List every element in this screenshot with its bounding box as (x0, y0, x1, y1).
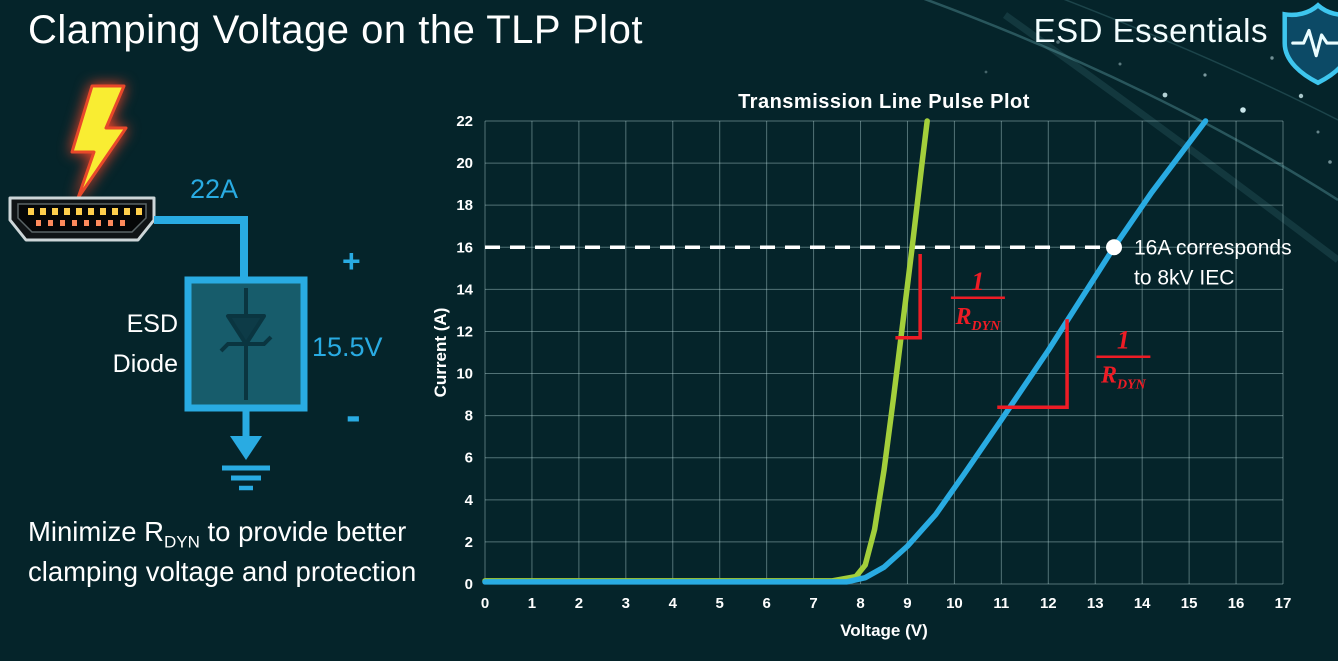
y-tick-label: 10 (456, 366, 473, 383)
surge-current-label: 22A (190, 174, 238, 204)
device-label-line1: ESD (127, 310, 178, 338)
chart-title: Transmission Line Pulse Plot (738, 91, 1030, 113)
takeaway-text-end: to provide better clamping voltage and p… (28, 516, 417, 587)
x-tick-label: 5 (716, 595, 724, 612)
rdyn-fraction-numerator: 1 (971, 267, 984, 296)
x-tick-label: 11 (993, 595, 1009, 612)
device-label-line2: Diode (113, 350, 178, 378)
y-tick-label: 2 (465, 534, 473, 551)
rdyn-subscript: DYN (163, 532, 200, 552)
x-tick-label: 17 (1275, 595, 1292, 612)
x-axis-title: Voltage (V) (840, 621, 928, 640)
x-tick-label: 7 (809, 595, 817, 612)
reference-label-line1: 16A corresponds (1134, 236, 1292, 259)
x-tick-label: 16 (1228, 595, 1245, 612)
x-tick-label: 13 (1087, 595, 1104, 612)
y-tick-label: 0 (465, 576, 473, 593)
esd-diode-circuit-diagram: 22A ESD Diode + 15.5V - (8, 84, 383, 491)
rdyn-slope-indicator (895, 253, 922, 340)
x-tick-label: 9 (903, 595, 911, 612)
y-axis-title: Current (A) (431, 308, 450, 398)
y-tick-label: 20 (456, 155, 473, 172)
reference-label-line2: to 8kV IEC (1134, 266, 1234, 289)
plus-terminal-label: + (342, 243, 361, 279)
tlp-chart-svg: 0 1 2 3 4 5 6 7 8 9 10 11 12 13 14 15 16 1702468101214161… (431, 91, 1292, 640)
x-tick-label: 2 (575, 595, 583, 612)
rdyn-fraction-denominator: RDYN (1100, 363, 1147, 393)
y-tick-label: 6 (465, 450, 473, 467)
esd-essentials-shield-logo (1282, 2, 1338, 86)
slide-title: Clamping Voltage on the TLP Plot (28, 8, 643, 52)
rdyn-slope-indicator (997, 319, 1069, 409)
x-tick-label: 6 (762, 595, 770, 612)
x-tick-label: 3 (622, 595, 630, 612)
x-tick-label: 4 (669, 595, 678, 612)
x-tick-label: 15 (1181, 595, 1198, 612)
brand-title: ESD Essentials (1033, 12, 1268, 49)
surge-wire (154, 216, 248, 282)
y-tick-label: 14 (456, 281, 473, 298)
tvs-diode-symbol-icon (219, 288, 273, 400)
pulse-icon (1291, 28, 1338, 58)
x-tick-label: 12 (1040, 595, 1057, 612)
minus-terminal-label: - (346, 391, 361, 440)
hdmi-connector-icon (8, 196, 156, 242)
y-tick-label: 8 (465, 408, 473, 425)
takeaway-note: Minimize RDYN to provide better clamping… (28, 514, 430, 590)
x-tick-label: 8 (856, 595, 864, 612)
x-tick-label: 14 (1134, 595, 1151, 612)
rdyn-fraction-denominator: RDYN (954, 304, 1001, 334)
y-tick-label: 22 (456, 113, 473, 130)
x-tick-label: 1 (528, 595, 536, 612)
tlp-chart: 0 1 2 3 4 5 6 7 8 9 10 11 12 13 14 15 16 17 0 2 4 6 8 10 12 14 16 1… (430, 88, 1338, 656)
lightning-bolt-icon (70, 84, 128, 200)
x-tick-label: 0 (481, 595, 489, 612)
takeaway-text-start: Minimize R (28, 516, 164, 547)
y-tick-label: 16 (456, 239, 473, 256)
reference-marker-dot (1106, 239, 1123, 256)
clamp-voltage-label: 15.5V (312, 332, 383, 362)
curve-green_curve_low_rdyn (482, 118, 930, 584)
y-tick-label: 12 (456, 323, 473, 340)
x-tick-label: 10 (946, 595, 963, 612)
y-tick-label: 18 (456, 197, 473, 214)
rdyn-fraction-numerator: 1 (1117, 326, 1130, 355)
ground-symbol-icon (222, 408, 270, 491)
curve-blue_curve_high_rdyn (482, 118, 1209, 585)
y-tick-label: 4 (465, 492, 474, 509)
